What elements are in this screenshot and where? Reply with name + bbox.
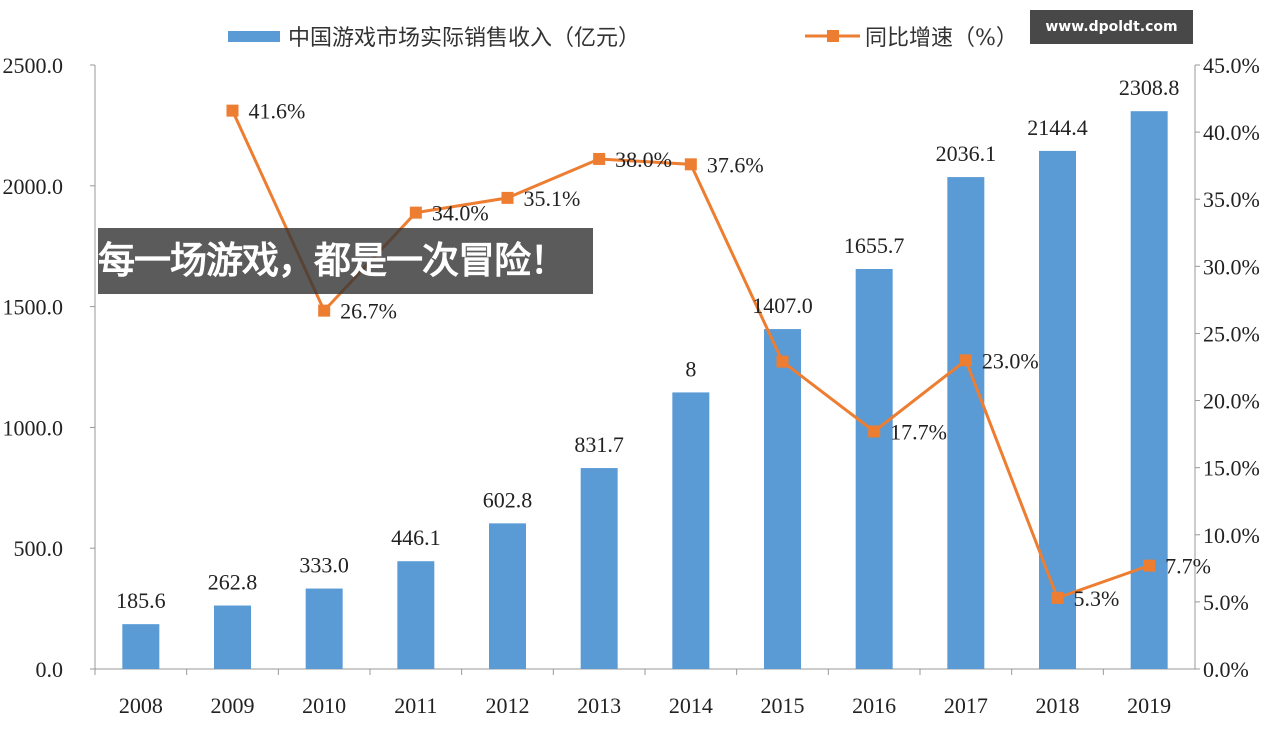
right-tick-label: 5.0% [1203,590,1249,615]
growth-value-label: 23.0% [982,348,1039,373]
growth-marker-2010 [318,304,331,317]
bar-2016 [855,268,893,669]
legend-bar-label: 中国游戏市场实际销售收入（亿元） [288,26,640,51]
growth-marker-2016 [868,425,881,438]
growth-value-label: 26.7% [340,299,397,324]
right-tick-label: 15.0% [1203,456,1260,481]
x-tick-label: 2012 [486,693,530,718]
bar-2010 [305,588,343,669]
x-tick-label: 2018 [1036,693,1080,718]
bar-value-label: 8 [685,356,696,381]
growth-value-label: 41.6% [249,99,306,124]
slogan-banner: 每一场游戏，都是一次冒险！ [98,228,593,294]
right-tick-label: 0.0% [1203,657,1249,682]
x-tick-label: 2008 [119,693,163,718]
x-tick-label: 2016 [852,693,896,718]
growth-marker-2013 [593,152,606,165]
bar-2019 [1130,111,1168,670]
x-tick-label: 2013 [577,693,621,718]
left-tick-label: 1000.0 [3,415,64,440]
bar-2014 [672,392,710,669]
bar-2015 [764,329,801,669]
right-tick-label: 25.0% [1203,321,1260,346]
bar-2018 [1039,150,1076,669]
left-tick-label: 0.0 [36,657,64,682]
x-tick-label: 2011 [394,693,437,718]
growth-marker-2012 [501,191,514,204]
growth-marker-2017 [959,354,972,367]
legend-line-marker [827,30,839,42]
right-tick-label: 40.0% [1203,120,1260,145]
bar-2012 [489,523,526,669]
growth-value-label: 37.6% [707,152,764,177]
bar-value-label: 2036.1 [936,141,997,166]
growth-marker-2019 [1143,559,1156,572]
right-tick-label: 30.0% [1203,254,1260,279]
bar-value-label: 262.8 [208,570,258,595]
x-tick-label: 2009 [211,693,255,718]
growth-marker-2009 [226,104,239,117]
x-tick-label: 2010 [302,693,346,718]
growth-marker-2015 [776,355,789,368]
growth-value-label: 17.7% [890,419,947,444]
bar-2011 [397,561,435,669]
x-tick-label: 2014 [669,693,713,718]
bar-value-label: 831.7 [574,432,624,457]
left-tick-label: 2000.0 [3,174,64,199]
bar-value-label: 333.0 [299,553,349,578]
left-tick-label: 500.0 [14,536,64,561]
left-tick-label: 1500.0 [3,295,64,320]
bar-value-label: 446.1 [391,525,441,550]
bar-value-label: 185.6 [116,588,166,613]
right-tick-label: 35.0% [1203,187,1260,212]
x-tick-label: 2017 [944,693,988,718]
right-tick-label: 10.0% [1203,523,1260,548]
x-tick-label: 2019 [1127,693,1171,718]
bar-value-label: 2144.4 [1027,115,1088,140]
right-tick-label: 45.0% [1203,53,1260,78]
growth-value-label: 34.0% [432,201,489,226]
bar-value-label: 1407.0 [752,293,813,318]
watermark: www.dpoldt.com [1030,10,1193,44]
growth-value-label: 7.7% [1165,554,1211,579]
bar-2008 [122,624,160,669]
bar-2009 [214,605,251,669]
growth-marker-2011 [409,206,422,219]
legend-line-label: 同比增速（%） [865,26,1018,51]
growth-marker-2014 [684,158,697,171]
bar-value-label: 2308.8 [1119,75,1180,100]
growth-marker-2018 [1051,591,1064,604]
x-tick-label: 2015 [761,693,805,718]
right-tick-label: 20.0% [1203,389,1260,414]
bar-value-label: 602.8 [483,487,533,512]
growth-value-label: 5.3% [1074,586,1120,611]
legend: 中国游戏市场实际销售收入（亿元） 同比增速（%） [228,26,1018,51]
legend-bar-swatch [228,31,280,42]
bar-value-label: 1655.7 [844,233,905,258]
bar-2017 [947,177,985,669]
bar-2013 [580,468,618,669]
growth-value-label: 38.0% [615,147,672,172]
growth-value-label: 35.1% [524,186,581,211]
left-tick-label: 2500.0 [3,53,64,78]
